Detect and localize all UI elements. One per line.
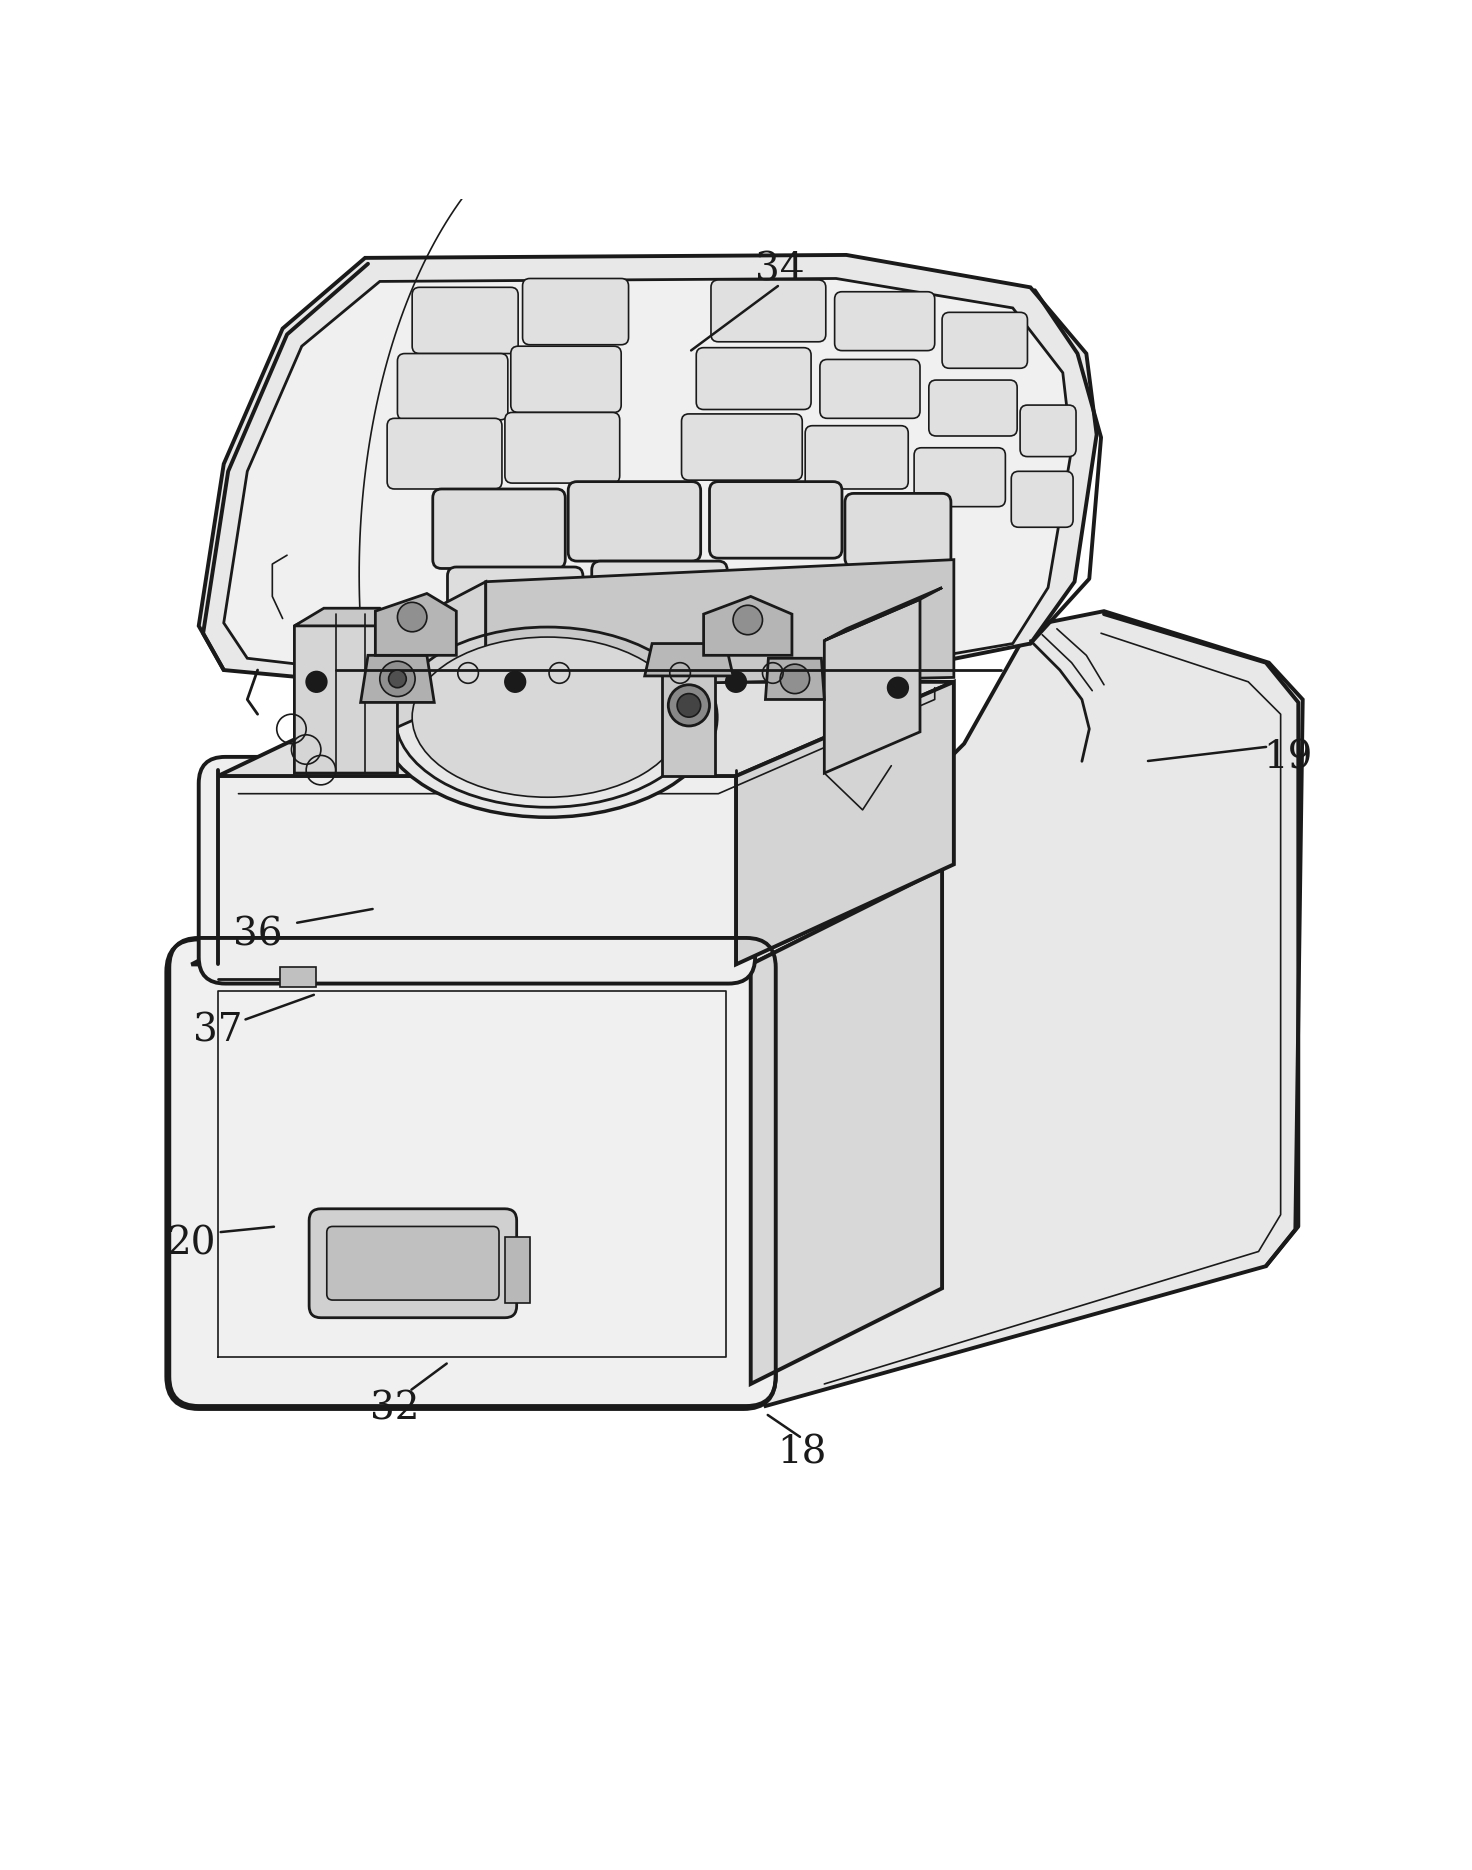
FancyBboxPatch shape <box>696 348 811 410</box>
FancyBboxPatch shape <box>835 292 935 350</box>
FancyBboxPatch shape <box>387 419 502 488</box>
FancyBboxPatch shape <box>447 567 583 632</box>
Polygon shape <box>375 593 456 654</box>
Polygon shape <box>505 1236 530 1303</box>
Polygon shape <box>662 666 715 776</box>
Circle shape <box>389 669 406 688</box>
FancyBboxPatch shape <box>523 279 629 344</box>
FancyBboxPatch shape <box>1020 406 1076 456</box>
Text: 19: 19 <box>1263 741 1313 776</box>
Polygon shape <box>294 611 397 772</box>
Polygon shape <box>218 776 736 965</box>
Ellipse shape <box>378 617 717 817</box>
FancyBboxPatch shape <box>1011 471 1073 527</box>
Circle shape <box>306 671 327 692</box>
Circle shape <box>726 671 746 692</box>
FancyBboxPatch shape <box>433 488 565 568</box>
Circle shape <box>380 662 415 696</box>
FancyBboxPatch shape <box>805 426 908 488</box>
Polygon shape <box>736 683 954 965</box>
Circle shape <box>780 664 810 694</box>
Polygon shape <box>486 559 954 688</box>
Polygon shape <box>294 608 397 626</box>
Polygon shape <box>218 683 954 776</box>
FancyBboxPatch shape <box>327 1227 499 1300</box>
Polygon shape <box>765 658 824 699</box>
Polygon shape <box>645 643 733 675</box>
FancyBboxPatch shape <box>505 413 620 482</box>
Polygon shape <box>294 582 486 772</box>
FancyBboxPatch shape <box>711 280 826 342</box>
Circle shape <box>397 602 427 632</box>
Circle shape <box>505 671 526 692</box>
FancyBboxPatch shape <box>166 939 776 1408</box>
Polygon shape <box>224 279 1072 679</box>
Text: 34: 34 <box>755 251 805 288</box>
Text: 37: 37 <box>193 1012 243 1049</box>
FancyBboxPatch shape <box>397 353 508 419</box>
FancyBboxPatch shape <box>682 413 802 481</box>
FancyBboxPatch shape <box>845 494 951 567</box>
FancyBboxPatch shape <box>511 346 621 413</box>
FancyBboxPatch shape <box>929 380 1017 436</box>
FancyBboxPatch shape <box>412 288 518 353</box>
FancyBboxPatch shape <box>914 447 1005 507</box>
FancyBboxPatch shape <box>592 561 727 626</box>
Polygon shape <box>361 654 434 703</box>
FancyBboxPatch shape <box>568 482 701 561</box>
FancyBboxPatch shape <box>820 359 920 419</box>
Circle shape <box>888 677 908 698</box>
Text: 18: 18 <box>777 1434 827 1472</box>
FancyBboxPatch shape <box>710 482 842 557</box>
FancyBboxPatch shape <box>624 602 702 641</box>
Polygon shape <box>199 254 1097 688</box>
Text: 32: 32 <box>369 1391 420 1427</box>
Polygon shape <box>704 597 792 654</box>
Polygon shape <box>191 870 942 965</box>
FancyBboxPatch shape <box>477 608 555 647</box>
Polygon shape <box>824 587 942 641</box>
Circle shape <box>677 694 701 716</box>
Circle shape <box>668 684 710 726</box>
Polygon shape <box>191 965 751 1384</box>
Polygon shape <box>751 611 1303 1406</box>
Text: 36: 36 <box>233 916 283 954</box>
FancyBboxPatch shape <box>199 757 755 984</box>
Polygon shape <box>280 967 316 987</box>
FancyBboxPatch shape <box>309 1208 517 1318</box>
Polygon shape <box>824 600 920 772</box>
Ellipse shape <box>412 638 683 797</box>
Text: 20: 20 <box>166 1225 216 1262</box>
Polygon shape <box>751 870 942 1384</box>
Circle shape <box>733 606 762 634</box>
FancyBboxPatch shape <box>942 312 1027 368</box>
